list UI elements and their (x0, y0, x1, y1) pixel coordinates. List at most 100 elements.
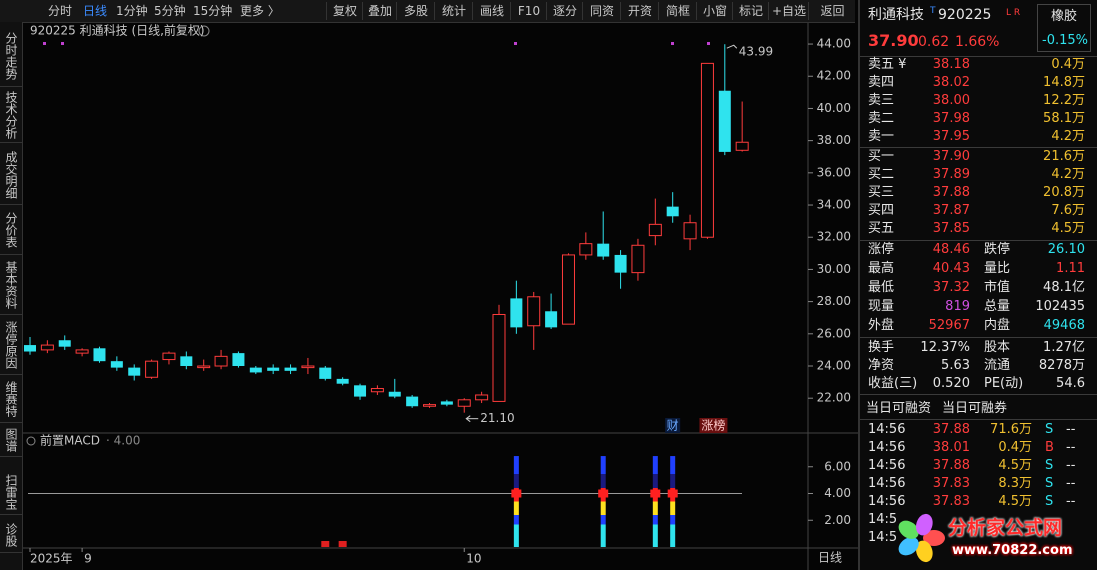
tool-button[interactable]: 小窗 (696, 2, 733, 20)
book-label: 买四 (868, 203, 895, 218)
candle-body (614, 254, 627, 273)
signal-marker (650, 489, 661, 498)
side-tab[interactable]: 维赛特 (0, 376, 22, 423)
candle-body (440, 401, 453, 405)
tool-button[interactable]: 多股 (396, 2, 435, 20)
low-label: 21.10 (480, 411, 514, 425)
sector-box[interactable] (1037, 4, 1091, 52)
side-tab[interactable]: 基本资料 (0, 256, 22, 315)
side-tab[interactable]: 成交明细 (0, 146, 22, 205)
y-tick-label: 4.00 (824, 486, 851, 500)
tool-button[interactable]: +自选 (768, 2, 809, 20)
trade-side: S (1045, 422, 1054, 437)
candle-body (319, 367, 332, 379)
side-tab[interactable]: 分价表 (0, 206, 22, 255)
stat-label: 净资 (868, 358, 895, 373)
tool-button[interactable]: 返回 (808, 2, 856, 20)
trade-side: S (1045, 458, 1054, 473)
side-tab[interactable]: 诊股 (0, 518, 22, 553)
x-tick-label: 10 (466, 552, 481, 566)
period-tab[interactable]: 更多 〉 (240, 4, 280, 18)
y-tick-label: 24.00 (817, 359, 851, 373)
candle-body (249, 367, 262, 373)
candle-body (301, 365, 315, 369)
book-volume: 12.2万 (1043, 93, 1085, 108)
trade-volume: 4.5万 (998, 494, 1032, 509)
trade-time: 14:5 (868, 530, 898, 545)
tool-button[interactable]: 逐分 (546, 2, 583, 20)
trade-time: 14:56 (868, 494, 906, 509)
y-tick-label: 26.00 (817, 326, 851, 340)
x-tick-label: 2025年 (30, 552, 73, 566)
y-tick-label: 34.00 (817, 198, 851, 212)
stat-label: PE(动) (984, 376, 1024, 391)
candle-body (475, 394, 489, 401)
book-volume: 14.8万 (1043, 75, 1085, 90)
book-price: 38.00 (932, 93, 970, 108)
period-tab[interactable]: 分时 (48, 4, 73, 18)
badge: 财 (667, 419, 679, 433)
book-label: 买五 (868, 221, 895, 236)
book-label: 卖三 (868, 93, 895, 108)
book-volume: 21.6万 (1043, 149, 1085, 164)
stat-value: 48.1亿 (1043, 280, 1085, 295)
stat-label: 最高 (868, 261, 895, 276)
low-arrow-head (465, 415, 471, 423)
period-tab[interactable]: 5分钟 (154, 4, 186, 18)
y-tick-label: 30.00 (817, 262, 851, 276)
tool-button[interactable]: 开资 (620, 2, 659, 20)
separator (860, 419, 1097, 420)
tool-button[interactable]: 同资 (582, 2, 621, 20)
candle-body (75, 349, 89, 354)
separator (860, 394, 1097, 395)
candle-body (284, 367, 297, 371)
period-tab[interactable]: 1分钟 (116, 4, 148, 18)
book-label: 卖一 (868, 129, 895, 144)
y-tick-label: 40.00 (817, 101, 851, 115)
petal (923, 530, 945, 546)
period-tab[interactable]: 15分钟 (193, 4, 233, 18)
candle-body (423, 404, 437, 407)
margin-header: 当日可融券 (942, 401, 1008, 416)
tool-button[interactable]: 标记 (732, 2, 769, 20)
tool-button[interactable]: F10 (510, 2, 547, 20)
book-price: 37.85 (932, 221, 970, 236)
y-tick-label: 6.00 (824, 459, 851, 473)
stat-value: 5.63 (941, 358, 970, 373)
candle-body (648, 223, 662, 237)
trade-time: 14:56 (868, 440, 906, 455)
tool-button[interactable]: 统计 (434, 2, 473, 20)
signal-bar (670, 456, 676, 547)
stat-label: 最低 (868, 280, 895, 295)
signal-bar (513, 456, 519, 547)
tool-button[interactable]: 简框 (658, 2, 697, 20)
tool-button[interactable]: 叠加 (362, 2, 397, 20)
stat-value: 48.46 (932, 242, 970, 257)
signal-bar (321, 540, 330, 547)
petal (898, 520, 919, 539)
tool-button[interactable]: 复权 (326, 2, 363, 20)
signal-bar (652, 456, 658, 547)
side-tab[interactable]: 图谱 (0, 424, 22, 457)
period-tab[interactable]: 日线 (83, 4, 108, 18)
book-price: 37.88 (932, 185, 970, 200)
candle-body (40, 344, 54, 351)
chart-title: 920225 利通科技 (日线,前复权) (30, 23, 205, 38)
candle-body (24, 345, 36, 352)
separator (860, 240, 1097, 241)
logo-url: www.70822.com (952, 543, 1073, 558)
candle-body (145, 360, 159, 378)
side-tab[interactable]: 技术分析 (0, 88, 22, 143)
side-tabs: 分时走势 技术分析成交明细 分价表 基本资料 涨停原因 维赛特 图谱扫雷宝诊股 (0, 22, 23, 570)
x-tick-label: 9 (84, 552, 92, 566)
petal (915, 513, 933, 536)
side-tab[interactable]: 扫雷宝 (0, 470, 22, 515)
signal-bar (600, 456, 606, 547)
tool-button[interactable]: 画线 (472, 2, 511, 20)
side-tab[interactable]: 涨停原因 (0, 316, 22, 375)
side-tab[interactable]: 分时走势 (0, 26, 22, 87)
indicator-param: · 4.00 (106, 434, 140, 448)
candle-body (370, 388, 384, 393)
trade-volume: 8.3万 (998, 476, 1032, 491)
